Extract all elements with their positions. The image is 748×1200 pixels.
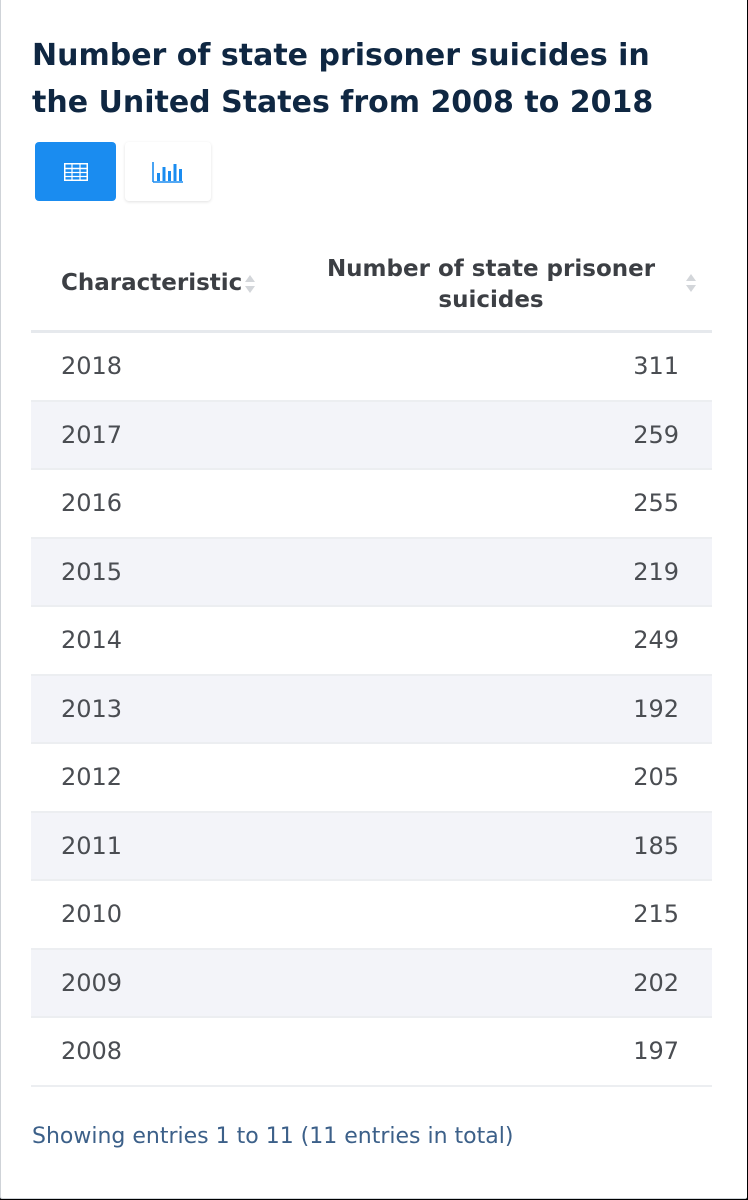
entries-summary: Showing entries 1 to 11 (11 entries in t… [32,1124,514,1149]
table-row: 2012 205 [31,744,712,813]
value-cell: 215 [633,900,679,928]
value-cell: 255 [633,489,679,517]
table-row: 2015 219 [31,538,712,607]
year-cell: 2009 [61,968,123,997]
table-view-button[interactable] [35,142,116,201]
table-row: 2011 185 [31,812,712,881]
value-cell: 205 [633,763,679,791]
table-row: 2018 311 [31,333,712,402]
table-row: 2010 215 [31,881,712,950]
value-cell: 311 [633,352,679,380]
year-cell: 2016 [61,489,123,517]
column-header-suicides[interactable]: Number of state prisoner suicides [326,256,656,313]
table-row: 2014 249 [31,607,712,676]
year-cell: 2012 [61,763,123,791]
year-cell: 2015 [61,557,123,586]
sort-icon[interactable] [243,273,257,295]
year-cell: 2011 [61,831,123,860]
year-cell: 2018 [61,352,123,380]
table-body: 2018 311 2017 259 2016 255 2015 219 2014 249 2013 1… [31,333,712,1087]
sort-icon[interactable] [684,272,698,294]
value-cell: 185 [633,831,679,860]
chart-view-button[interactable] [125,142,211,201]
value-cell: 249 [633,626,679,654]
year-cell: 2013 [61,694,123,723]
value-cell: 202 [633,968,679,997]
year-cell: 2014 [61,626,123,654]
bar-chart-icon [152,161,183,183]
value-cell: 259 [633,420,679,449]
column-header-characteristic[interactable]: Characteristic [61,270,243,296]
value-cell: 219 [633,557,679,586]
table-row: 2008 197 [31,1018,712,1087]
value-cell: 192 [633,694,679,723]
value-cell: 197 [633,1037,679,1065]
table-icon [63,162,88,181]
table-row: 2009 202 [31,949,712,1018]
year-cell: 2017 [61,420,123,449]
table-header: Characteristic Number of state prisoner … [31,236,712,333]
year-cell: 2008 [61,1037,123,1065]
page-title: Number of state prisoner suicides in the… [32,38,654,120]
year-cell: 2010 [61,900,123,928]
table-row: 2013 192 [31,675,712,744]
table-row: 2016 255 [31,470,712,539]
table-row: 2017 259 [31,401,712,470]
